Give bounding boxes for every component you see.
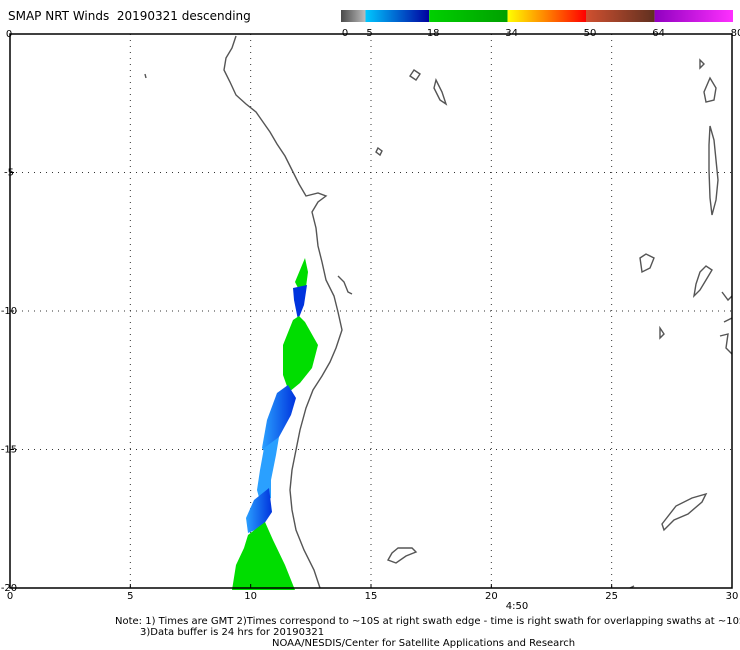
- note-line-3: NOAA/NESDIS/Center for Satellite Applica…: [272, 638, 576, 649]
- coastline-segment: [721, 291, 733, 302]
- coastline-segment: [692, 265, 713, 299]
- x-tick-label: 30: [726, 591, 739, 602]
- swath-segment: [246, 488, 272, 533]
- coastline: [144, 35, 733, 589]
- coastline-segment: [386, 547, 418, 564]
- coastline-segment: [659, 325, 665, 340]
- x-tick-label: 0: [7, 591, 13, 602]
- colorbar-label: 80: [730, 28, 740, 39]
- coastline-segment: [433, 77, 448, 106]
- coastline-segment: [409, 69, 421, 81]
- swath-segment: [262, 385, 296, 455]
- y-tick-label: -10: [1, 306, 17, 317]
- coastline-segment: [661, 492, 708, 532]
- y-tick-label: -5: [4, 168, 14, 179]
- colorbar-segment: [365, 10, 430, 22]
- y-tick-label: 0: [6, 29, 12, 40]
- x-tick-label: 20: [485, 591, 498, 602]
- swath-segment: [295, 258, 308, 290]
- swath-segment: [293, 285, 307, 320]
- lat-lon-grid: [10, 34, 732, 588]
- chart-title: SMAP NRT Winds 20190321 descending: [8, 9, 251, 23]
- coastline-segment: [703, 76, 717, 103]
- coastline-segment: [723, 317, 733, 323]
- coastline-segment: [375, 146, 383, 157]
- swath-segment: [232, 522, 295, 590]
- colorbar-segment: [341, 10, 366, 22]
- y-tick-label: -20: [1, 583, 17, 594]
- colorbar-segment: [654, 10, 733, 22]
- coastline-segment: [699, 58, 705, 70]
- coastline-segment: [708, 125, 719, 216]
- colorbar-segment: [507, 10, 586, 22]
- y-tick-label: -15: [1, 445, 17, 456]
- note-line-1: Note: 1) Times are GMT 2)Times correspon…: [115, 616, 740, 627]
- colorbar-scale: [341, 10, 733, 22]
- coastline-segment: [719, 333, 733, 355]
- coastline-segment: [223, 35, 343, 589]
- note-line-2: 3)Data buffer is 24 hrs for 20190321: [140, 627, 325, 638]
- x-tick-label: 10: [244, 591, 257, 602]
- x-tick-label: 5: [127, 591, 133, 602]
- coastline-segment: [144, 73, 147, 79]
- colorbar-segment: [429, 10, 508, 22]
- coastline-segment: [337, 275, 353, 295]
- colorbar-segment: [586, 10, 655, 22]
- wind-swath: [232, 258, 318, 590]
- swath-segment: [257, 437, 279, 505]
- x-tick-label: 15: [365, 591, 378, 602]
- axis-ticks: 0 5 10 15 20 25 30 0 -5 -10 -15 -20: [1, 29, 739, 602]
- x-tick-label: 25: [605, 591, 618, 602]
- coastline-segment: [639, 253, 655, 274]
- swath-segment: [283, 316, 318, 392]
- swath-time-label: 4:50: [506, 601, 528, 612]
